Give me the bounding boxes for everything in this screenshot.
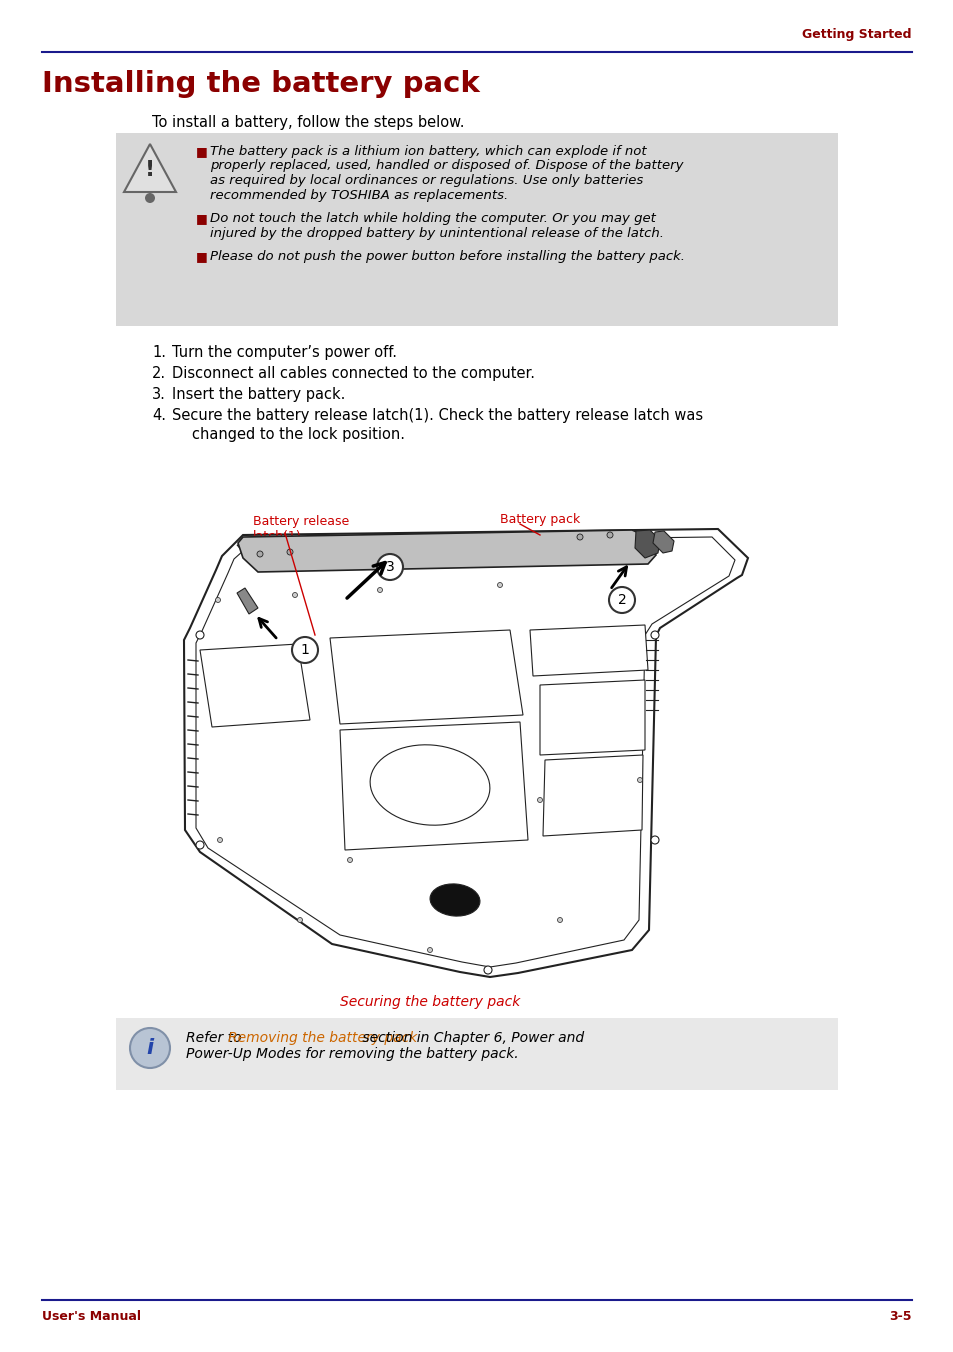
Circle shape: [377, 588, 382, 592]
Circle shape: [577, 534, 582, 539]
Polygon shape: [542, 754, 642, 836]
Text: User's Manual: User's Manual: [42, 1310, 141, 1324]
Text: Securing the battery pack: Securing the battery pack: [339, 995, 519, 1009]
FancyBboxPatch shape: [116, 1018, 837, 1090]
Circle shape: [497, 583, 502, 588]
Polygon shape: [539, 680, 644, 754]
Text: Removing the battery pack: Removing the battery pack: [228, 1032, 416, 1045]
Circle shape: [217, 837, 222, 842]
Text: The battery pack is a lithium ion battery, which can explode if not: The battery pack is a lithium ion batter…: [210, 145, 646, 158]
Text: ■: ■: [195, 250, 208, 264]
Text: as required by local ordinances or regulations. Use only batteries: as required by local ordinances or regul…: [210, 174, 642, 187]
Text: 1: 1: [300, 644, 309, 657]
Text: Secure the battery release latch(1). Check the battery release latch was: Secure the battery release latch(1). Che…: [172, 408, 702, 423]
Circle shape: [606, 531, 613, 538]
Circle shape: [145, 193, 154, 203]
Circle shape: [256, 552, 263, 557]
Polygon shape: [530, 625, 647, 676]
Text: Installing the battery pack: Installing the battery pack: [42, 70, 479, 97]
Ellipse shape: [430, 884, 479, 917]
Text: To install a battery, follow the steps below.: To install a battery, follow the steps b…: [152, 115, 464, 130]
Text: Power-Up Modes for removing the battery pack.: Power-Up Modes for removing the battery …: [186, 1046, 518, 1061]
Polygon shape: [200, 644, 310, 727]
Text: recommended by TOSHIBA as replacements.: recommended by TOSHIBA as replacements.: [210, 188, 508, 201]
Polygon shape: [330, 630, 522, 725]
Text: changed to the lock position.: changed to the lock position.: [192, 427, 405, 442]
Text: Refer to: Refer to: [186, 1032, 246, 1045]
Text: injured by the dropped battery by unintentional release of the latch.: injured by the dropped battery by uninte…: [210, 227, 663, 239]
Circle shape: [287, 549, 293, 556]
Text: Do not touch the latch while holding the computer. Or you may get: Do not touch the latch while holding the…: [210, 212, 656, 224]
Circle shape: [557, 918, 562, 922]
Text: Battery release
latch(1): Battery release latch(1): [253, 515, 349, 544]
Text: !: !: [145, 160, 155, 180]
Text: 4.: 4.: [152, 408, 166, 423]
Circle shape: [537, 798, 542, 803]
Polygon shape: [237, 530, 656, 572]
Text: Insert the battery pack.: Insert the battery pack.: [172, 387, 345, 402]
Text: 1.: 1.: [152, 345, 166, 360]
Text: 3-5: 3-5: [888, 1310, 911, 1324]
Text: Getting Started: Getting Started: [801, 28, 911, 41]
Text: i: i: [146, 1038, 153, 1059]
Text: Please do not push the power button before installing the battery pack.: Please do not push the power button befo…: [210, 250, 684, 264]
Text: 2: 2: [617, 594, 626, 607]
Circle shape: [293, 592, 297, 598]
Circle shape: [608, 587, 635, 612]
Circle shape: [376, 554, 402, 580]
Text: ■: ■: [195, 212, 208, 224]
Circle shape: [195, 841, 204, 849]
Text: 3.: 3.: [152, 387, 166, 402]
Circle shape: [195, 631, 204, 639]
Circle shape: [650, 836, 659, 844]
Circle shape: [427, 948, 432, 953]
Circle shape: [215, 598, 220, 603]
Text: Disconnect all cables connected to the computer.: Disconnect all cables connected to the c…: [172, 366, 535, 381]
Circle shape: [637, 777, 641, 783]
Text: 3: 3: [385, 560, 394, 575]
Circle shape: [347, 857, 352, 863]
Text: ■: ■: [195, 145, 208, 158]
Polygon shape: [236, 588, 257, 614]
FancyBboxPatch shape: [116, 132, 837, 326]
Text: Turn the computer’s power off.: Turn the computer’s power off.: [172, 345, 396, 360]
Polygon shape: [236, 537, 647, 565]
Text: 2.: 2.: [152, 366, 166, 381]
Circle shape: [483, 965, 492, 973]
Polygon shape: [124, 145, 175, 192]
Text: properly replaced, used, handled or disposed of. Dispose of the battery: properly replaced, used, handled or disp…: [210, 160, 682, 173]
Circle shape: [650, 631, 659, 639]
Polygon shape: [339, 722, 527, 850]
Text: section in Chapter 6, Power and: section in Chapter 6, Power and: [357, 1032, 583, 1045]
Circle shape: [130, 1028, 170, 1068]
Circle shape: [292, 637, 317, 662]
Text: Battery pack: Battery pack: [499, 512, 579, 526]
Circle shape: [297, 918, 302, 922]
Polygon shape: [652, 531, 673, 553]
Polygon shape: [635, 530, 659, 558]
Polygon shape: [184, 529, 747, 977]
